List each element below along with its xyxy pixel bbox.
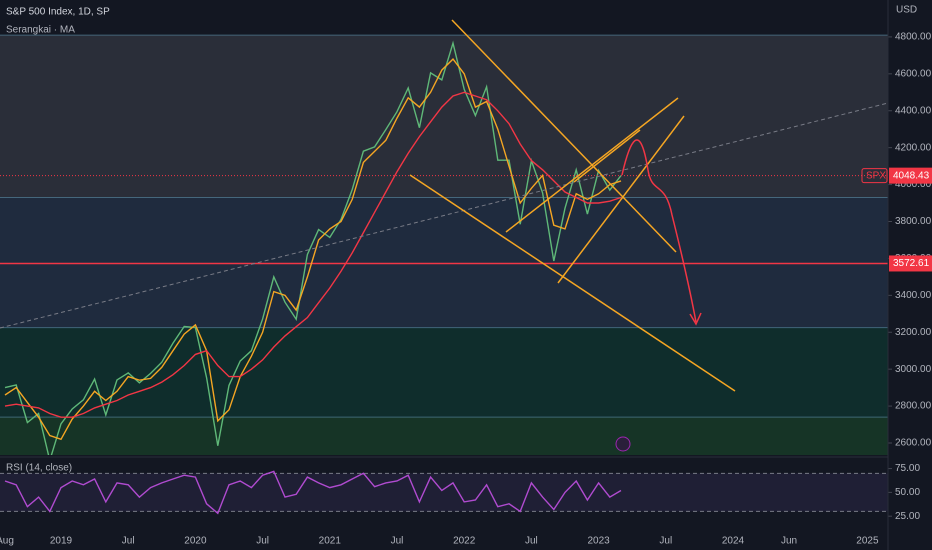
series-line <box>4 40 622 455</box>
y-tick-label: 4200.00 <box>895 142 932 153</box>
x-tick-label: 2020 <box>184 536 207 547</box>
event-icon[interactable] <box>615 436 631 452</box>
level-tag-label: 3572.61 <box>893 258 930 269</box>
projection-arrow <box>689 312 702 326</box>
trend-line <box>505 97 679 233</box>
chart-title: S&P 500 Index, 1D, SP <box>6 7 110 18</box>
x-tick-label: 2022 <box>453 536 476 547</box>
zone <box>0 197 888 328</box>
trend-line <box>409 174 736 392</box>
zone <box>0 417 888 455</box>
y-tick-label: 4400.00 <box>895 105 932 116</box>
drawings <box>0 19 889 452</box>
y-tick-label: 3400.00 <box>895 290 932 301</box>
zone <box>0 327 888 418</box>
x-tick-label: 2023 <box>587 536 610 547</box>
projection <box>621 139 697 323</box>
x-tick-label: 2024 <box>722 536 745 547</box>
x-tick-label: 2019 <box>50 536 73 547</box>
y-tick-label: 4600.00 <box>895 68 932 79</box>
x-tick-label: Jun <box>781 536 797 547</box>
level-tag <box>889 255 932 272</box>
rsi-band <box>0 473 888 512</box>
series-line <box>4 91 622 418</box>
y-tick-label: 3000.00 <box>895 364 932 375</box>
x-tick-label: Jul <box>525 536 538 547</box>
y-tick-label: 75.00 <box>895 463 920 474</box>
y-tick-label: 50.00 <box>895 487 920 498</box>
y-tick-label: 4000.00 <box>895 179 932 190</box>
y-tick-label: 2600.00 <box>895 438 932 449</box>
x-tick-label: Jul <box>122 536 135 547</box>
series-line <box>4 470 622 515</box>
y-tick-label: 3200.00 <box>895 327 932 338</box>
chart-subtitle: Serangkai · MA <box>6 25 75 36</box>
x-tick-label: 2021 <box>319 536 342 547</box>
y-tick-label: 3800.00 <box>895 216 932 227</box>
trend-line <box>557 115 685 284</box>
rsi-pane: 25.00 50.00 75.00 <box>0 463 920 522</box>
y-tick-label: 2800.00 <box>895 401 932 412</box>
x-tick-label: Jul <box>391 536 404 547</box>
price-tag-label: 4048.43 <box>893 170 930 181</box>
x-tick-label: 2025 <box>856 536 879 547</box>
y-tick-label: 25.00 <box>895 511 920 522</box>
trend-line <box>573 129 641 183</box>
symbol-tag-label: SPX <box>866 170 886 181</box>
price-tag <box>889 167 932 184</box>
x-tick-label: Jul <box>659 536 672 547</box>
zone <box>0 35 888 198</box>
trend-line <box>0 102 889 329</box>
currency: USD <box>896 5 917 16</box>
y-tick-label: 4800.00 <box>895 32 932 43</box>
rsi-title: RSI (14, close) <box>6 463 72 474</box>
trend-line <box>451 19 677 253</box>
symbol-tag <box>861 168 888 184</box>
price-pane: 2600.002800.003000.003200.003400.003600.… <box>0 32 932 455</box>
x-tick-label: Aug <box>0 536 14 547</box>
x-tick-label: Jul <box>256 536 269 547</box>
price-tags: SPX 4048.43 3572.61 <box>861 167 932 272</box>
